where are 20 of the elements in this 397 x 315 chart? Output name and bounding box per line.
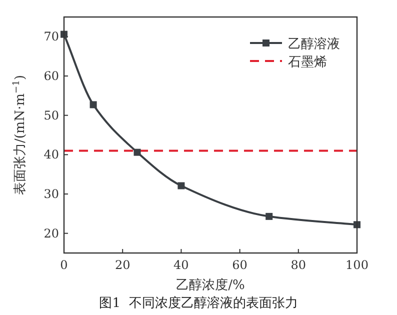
x-axis-title: 乙醇浓度/% [176,277,245,293]
y-tick-label: 20 [44,226,59,240]
legend-label: 石墨烯 [288,55,327,70]
y-tick-label: 50 [44,108,59,122]
point [178,182,185,190]
y-tick-label: 60 [44,69,59,83]
point [90,101,97,108]
x-tick-label: 80 [290,258,306,272]
x-tick-label: 60 [232,258,248,272]
y-tick-label: 30 [44,187,59,201]
y-tick-label: 40 [44,148,59,162]
legend-label: 乙醇溶液 [288,36,340,52]
point [134,148,141,156]
x-tick-label: 0 [60,258,68,272]
x-tick-label: 20 [114,258,130,272]
x-tick-label: 100 [346,258,368,272]
caption: 图1 不同浓度乙醇溶液的表面张力 [99,295,298,311]
y-tick-label: 70 [44,30,59,44]
x-tick-label: 40 [174,258,189,272]
point [266,212,273,220]
